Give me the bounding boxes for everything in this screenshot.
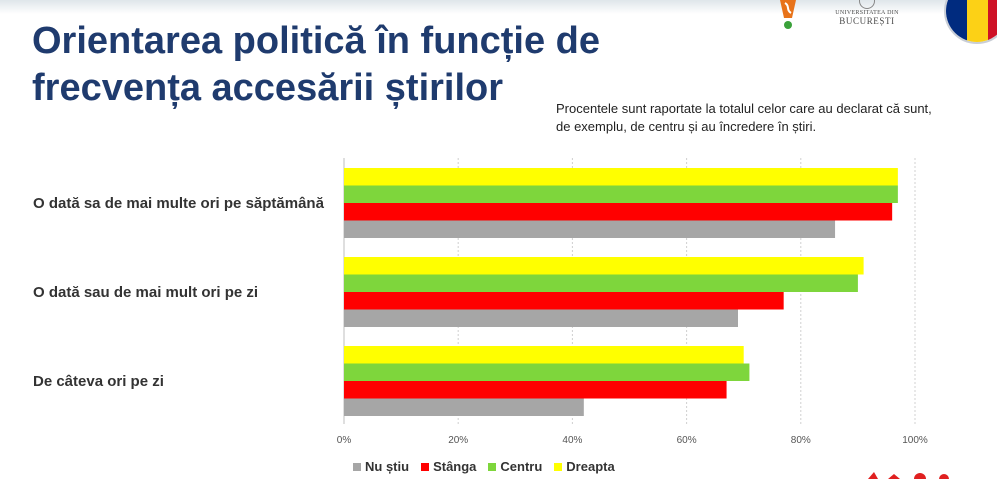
bar: [344, 274, 858, 292]
bar: [344, 346, 744, 364]
category-label: O dată sa de mai multe ori pe săptămână: [33, 195, 325, 212]
legend-item: Nu știu: [353, 459, 409, 474]
bar: [344, 168, 898, 186]
romania-flag-icon: [944, 0, 997, 44]
flag-stripe-red: [987, 0, 997, 42]
note-line-1: Procentele sunt raportate la totalul cel…: [556, 101, 932, 116]
bar: [344, 398, 584, 416]
chart-legend: Nu știu Stânga Centru Dreapta: [353, 459, 615, 474]
university-logo-line-1: UNIVERSITATEA DIN: [835, 10, 899, 16]
x-tick-label: 40%: [562, 435, 582, 446]
legend-label: Stânga: [433, 459, 477, 474]
university-logo: UNIVERSITATEA DIN BUCUREȘTI: [832, 0, 902, 30]
footer-decoration: [868, 472, 949, 479]
bar: [344, 203, 893, 221]
x-tick-label: 0%: [337, 435, 352, 446]
flag-stripe-yellow: [967, 0, 988, 42]
legend-label: Dreapta: [566, 459, 615, 474]
x-tick-label: 60%: [677, 435, 697, 446]
legend-item: Stânga: [421, 459, 476, 474]
legend-label: Nu știu: [365, 459, 410, 474]
title-line-2: frecvența accesării știrilor: [32, 67, 504, 109]
x-tick-label: 80%: [791, 435, 811, 446]
bar: [344, 220, 836, 238]
bar: [344, 292, 784, 310]
bar-layer: [344, 168, 898, 416]
flag-stripe-blue: [946, 0, 968, 42]
tick-label-layer: 0% 20% 40% 60% 80% 100%: [337, 435, 928, 446]
category-label-layer: O dată sa de mai multe ori pe săptămână O…: [33, 195, 325, 390]
legend-swatch: [488, 462, 497, 471]
category-label: O dată sau de mai mult ori pe zi: [33, 284, 258, 301]
legend-swatch: [421, 462, 430, 471]
bar: [344, 309, 738, 327]
legend-item: Centru: [488, 459, 542, 474]
legend-item: Dreapta: [554, 459, 615, 474]
category-label: De câteva ori pe zi: [33, 373, 164, 390]
x-tick-label: 20%: [448, 435, 468, 446]
top-bar: [0, 0, 997, 14]
bar: [344, 257, 864, 275]
note-line-2: de exemplu, de centru și au încredere în…: [556, 119, 817, 134]
slide-title: Orientarea politică în funcție de frecve…: [32, 18, 600, 112]
legend-swatch: [353, 462, 361, 471]
partner-logo: [780, 0, 796, 29]
bar: [344, 363, 750, 381]
university-logo-line-2: BUCUREȘTI: [839, 16, 895, 26]
title-line-1: Orientarea politică în funcție de: [32, 20, 601, 62]
legend-swatch: [554, 462, 563, 471]
chart-note: Procentele sunt raportate la totalul cel…: [556, 100, 996, 136]
x-tick-label: 100%: [902, 435, 928, 446]
legend-label: Centru: [500, 459, 543, 474]
bar: [344, 185, 898, 203]
bar: [344, 381, 727, 399]
